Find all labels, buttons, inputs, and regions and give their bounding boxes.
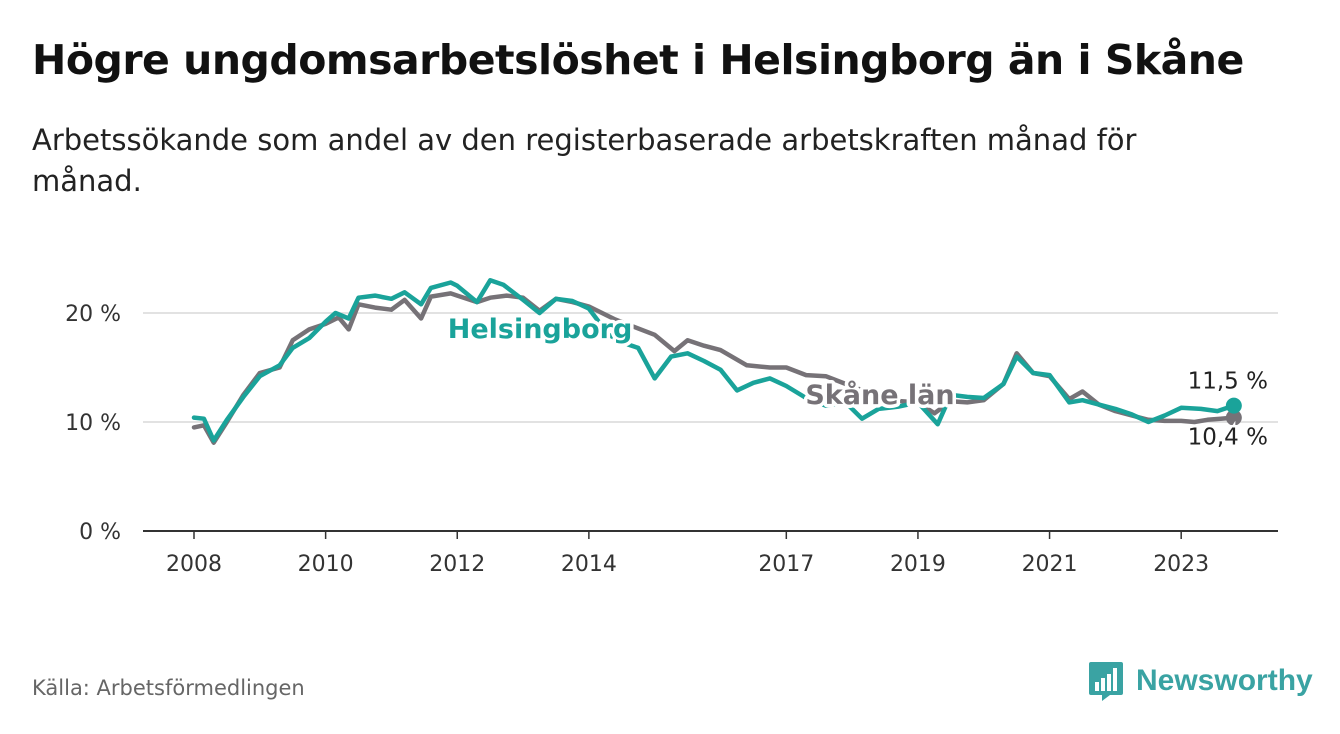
- end-point-sk-ne-l-n: [1225, 409, 1242, 426]
- y-tick-label-10: 10 %: [65, 411, 121, 436]
- series-line-helsingborg: [191, 278, 1237, 443]
- end-point-helsingborg: [1225, 397, 1242, 414]
- x-tick-label-2021: 2021: [1022, 552, 1078, 577]
- x-tick-label-2010: 2010: [298, 552, 354, 577]
- y-tick-label-20: 20 %: [65, 302, 121, 327]
- newsworthy-logo: Newsworthy: [1088, 660, 1313, 702]
- series-line-sk-ne-l-n: [191, 291, 1237, 445]
- end-value-label-helsingborg: 11,5 %: [1188, 369, 1268, 395]
- series-label-helsingborg: Helsingborg: [448, 314, 633, 345]
- x-tick-label-2023: 2023: [1153, 552, 1209, 577]
- series-label-sk-ne-l-n: Skåne län: [805, 379, 954, 411]
- bar-chart-logo-icon: [1089, 662, 1123, 701]
- source-note: Källa: Arbetsförmedlingen: [32, 676, 305, 700]
- y-tick-label-0: 0 %: [79, 520, 121, 545]
- end-value-label-sk-ne-l-n: 10,4 %: [1188, 425, 1268, 451]
- chart-title: Högre ungdomsarbetslöshet i Helsingborg …: [32, 36, 1244, 84]
- chart-subtitle: Arbetssökande som andel av den registerb…: [32, 123, 1137, 198]
- x-tick-label-2019: 2019: [890, 552, 946, 577]
- x-tick-label-2008: 2008: [166, 552, 222, 577]
- x-tick-label-2017: 2017: [758, 552, 814, 577]
- x-tick-label-2012: 2012: [429, 552, 485, 577]
- brand-name: Newsworthy: [1136, 664, 1313, 697]
- x-tick-label-2014: 2014: [561, 552, 617, 577]
